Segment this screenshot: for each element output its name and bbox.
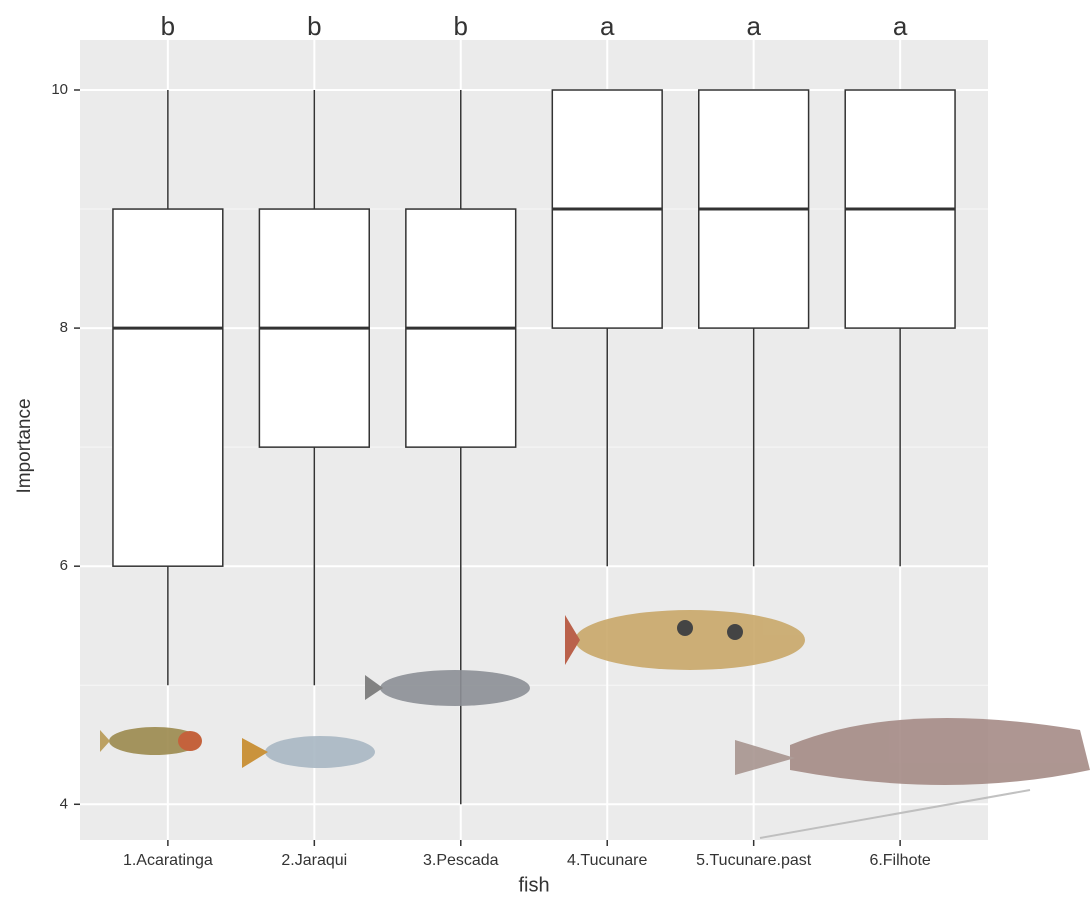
y-tick-label: 6: [60, 557, 68, 574]
y-axis-title: Importance: [14, 398, 35, 493]
group-letter: b: [454, 11, 468, 41]
fish-pictures: [100, 610, 1090, 839]
group-letter: a: [600, 11, 615, 41]
fish-picture: [100, 727, 202, 755]
x-tick-label: 5.Tucunare.past: [696, 852, 812, 869]
fish-picture: [565, 610, 805, 670]
fish-picture: [365, 670, 530, 706]
fish-picture: [242, 736, 375, 768]
fish-picture: [735, 718, 1090, 839]
x-tick-label: 4.Tucunare: [567, 852, 647, 869]
x-tick-label: 2.Jaraqui: [281, 852, 347, 869]
x-tick-label: 1.Acaratinga: [123, 852, 213, 869]
group-letter: b: [307, 11, 321, 41]
boxes: [112, 89, 956, 805]
y-tick-label: 4: [60, 795, 68, 812]
group-letter: b: [161, 11, 175, 41]
x-tick-label: 3.Pescada: [423, 852, 499, 869]
plot-background: [80, 40, 988, 840]
x-tick-label: 6.Filhote: [869, 852, 930, 869]
box: [112, 208, 224, 567]
group-letter: a: [746, 11, 761, 41]
y-tick-label: 8: [60, 319, 68, 336]
x-axis-title: fish: [518, 874, 549, 894]
y-tick-label: 10: [51, 81, 68, 98]
group-letter: a: [893, 11, 908, 41]
